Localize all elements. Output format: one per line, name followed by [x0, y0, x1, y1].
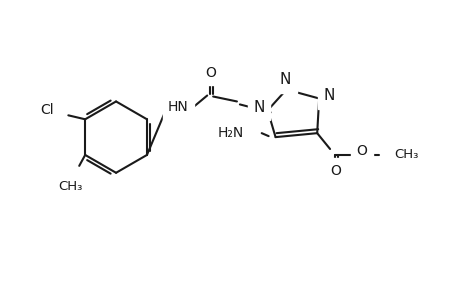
Text: N: N — [252, 100, 264, 115]
Text: Cl: Cl — [40, 103, 53, 117]
Text: O: O — [356, 144, 366, 158]
Text: O: O — [205, 66, 216, 80]
Text: CH₃: CH₃ — [394, 148, 418, 161]
Text: N: N — [279, 72, 291, 87]
Text: CH₃: CH₃ — [58, 180, 82, 193]
Text: N: N — [323, 88, 334, 103]
Text: HN: HN — [168, 100, 189, 114]
Text: O: O — [330, 164, 341, 178]
Text: H₂N: H₂N — [217, 126, 243, 140]
